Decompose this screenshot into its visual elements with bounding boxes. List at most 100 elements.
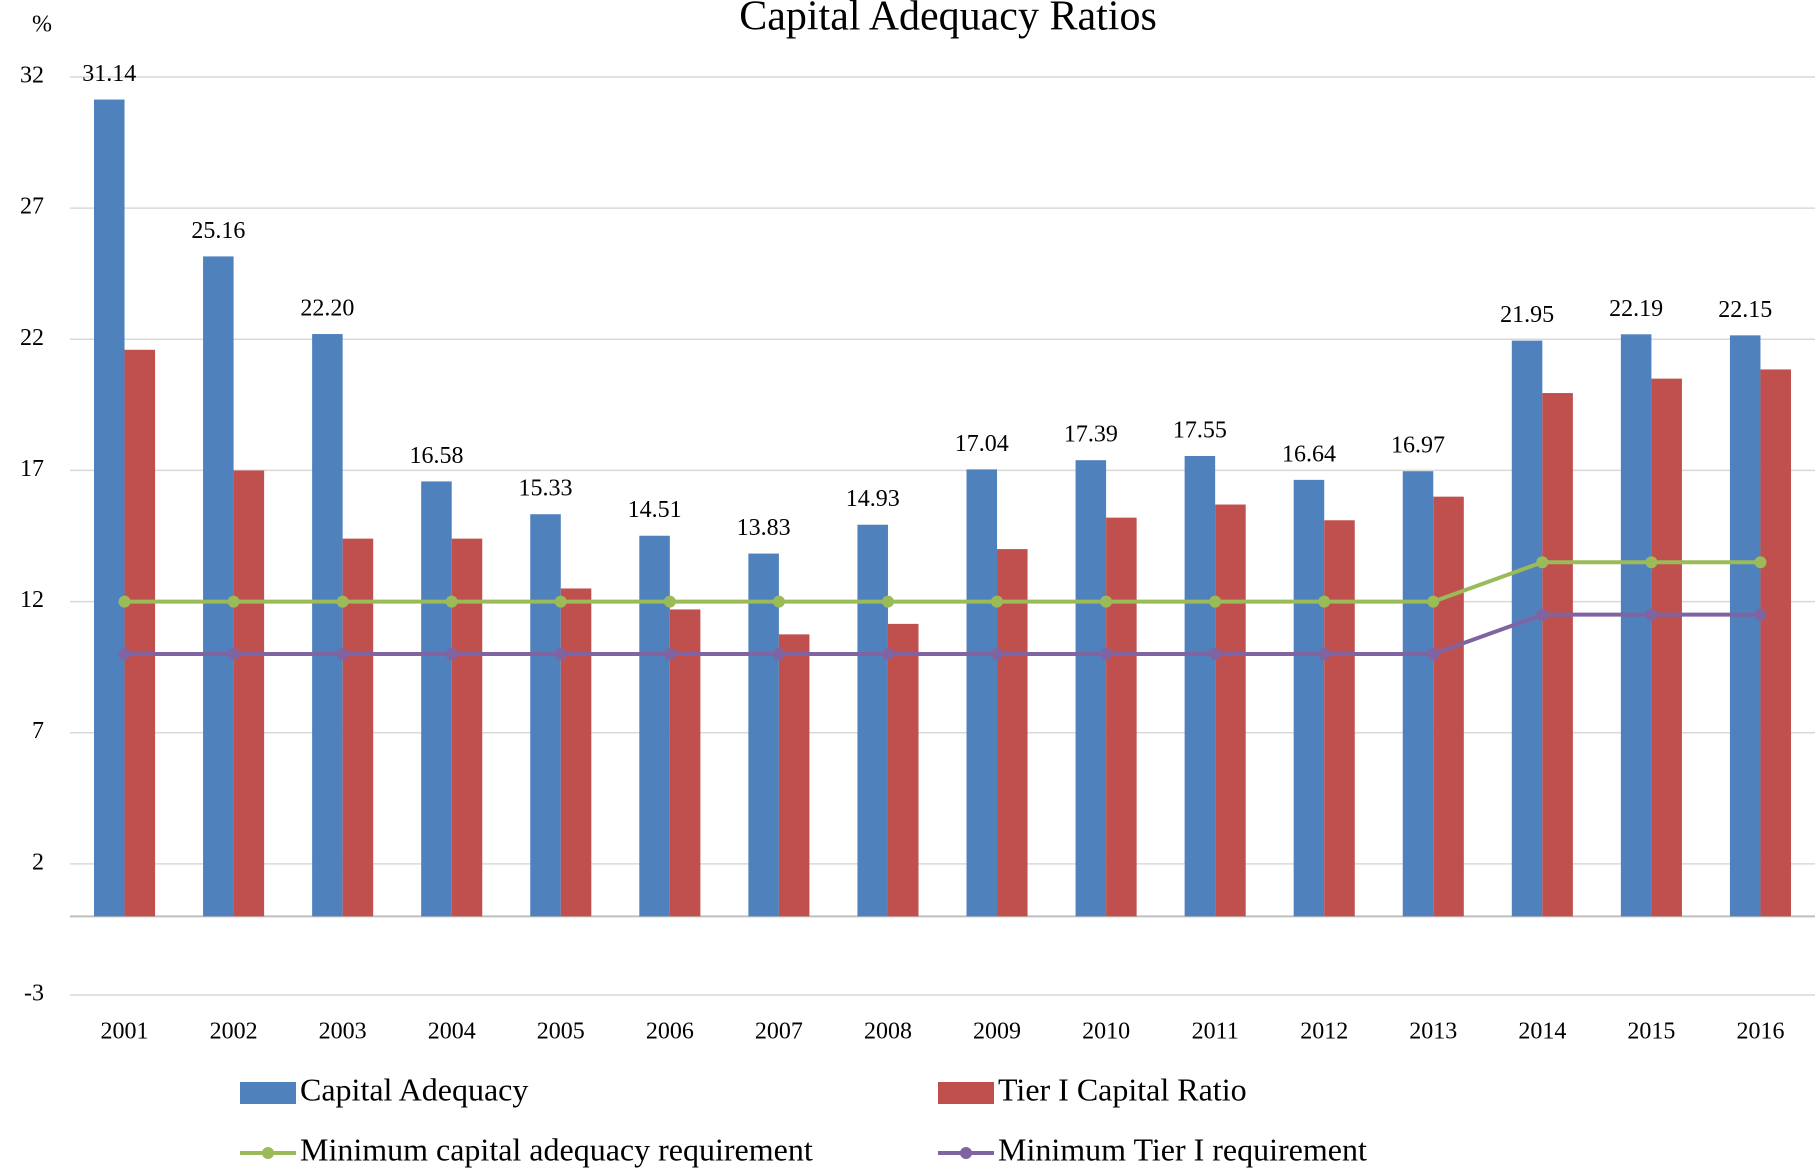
bar [887, 623, 919, 917]
line-marker [1536, 556, 1549, 569]
legend-swatch [240, 1082, 296, 1104]
y-tick-label: 22 [20, 325, 44, 351]
data-label: 13.83 [737, 515, 791, 541]
x-tick-label: 2014 [1518, 1019, 1566, 1045]
bar [560, 588, 592, 917]
bar [1075, 460, 1107, 917]
line [124, 612, 1761, 657]
x-tick-label: 2009 [973, 1019, 1021, 1045]
data-label: 31.14 [82, 61, 136, 87]
data-label: 16.58 [409, 443, 463, 469]
line-marker [1209, 648, 1222, 661]
y-tick-label: 12 [20, 587, 44, 613]
line-marker [1318, 648, 1331, 661]
line-marker [991, 648, 1004, 661]
legend-swatch [262, 1147, 274, 1159]
line-marker [1645, 556, 1658, 569]
x-tick-label: 2015 [1627, 1019, 1675, 1045]
legend-label: Minimum capital adequacy requirement [300, 1131, 813, 1167]
x-tick-label: 2011 [1192, 1019, 1239, 1045]
data-label: 22.15 [1718, 297, 1772, 323]
legend-label: Capital Adequacy [300, 1071, 528, 1107]
bar [1324, 520, 1355, 917]
line-marker [554, 648, 567, 661]
y-tick-label: 32 [20, 63, 44, 89]
x-tick-label: 2003 [319, 1019, 367, 1045]
line-marker [118, 648, 131, 661]
data-label: 17.04 [955, 431, 1009, 457]
line-marker [336, 648, 349, 661]
bar [639, 535, 670, 917]
line-marker [227, 648, 240, 661]
data-label: 17.55 [1173, 418, 1227, 444]
line-marker [663, 648, 676, 661]
bar [451, 538, 483, 917]
x-tick-label: 2008 [864, 1019, 912, 1045]
data-label: 16.97 [1391, 433, 1445, 459]
bar [1651, 378, 1682, 917]
line-marker [227, 595, 240, 608]
legend-label: Minimum Tier I requirement [998, 1131, 1367, 1167]
line-marker [1427, 648, 1440, 661]
bar [997, 549, 1028, 917]
line-marker [1754, 608, 1767, 621]
bar [312, 334, 343, 917]
data-label: 14.93 [846, 486, 900, 512]
data-label: 16.64 [1282, 441, 1336, 467]
bar [421, 481, 452, 917]
x-tick-label: 2001 [101, 1019, 149, 1045]
y-tick-label: 27 [20, 194, 44, 220]
line-marker [1209, 595, 1222, 608]
line-marker [445, 595, 458, 608]
legend-label: Tier I Capital Ratio [998, 1071, 1247, 1107]
bar [1760, 369, 1792, 917]
x-tick-label: 2016 [1736, 1019, 1784, 1045]
y-tick-label: 17 [20, 456, 44, 482]
line-marker [1754, 556, 1767, 569]
line-marker [772, 595, 785, 608]
line-marker [1536, 608, 1549, 621]
line-marker [1427, 595, 1440, 608]
bar [857, 524, 888, 917]
legend-swatch [960, 1147, 972, 1159]
bar [1729, 335, 1761, 917]
bar [1106, 517, 1137, 917]
line [124, 560, 1761, 604]
bar [1293, 479, 1325, 917]
line-marker [1100, 595, 1113, 608]
data-label: 22.20 [300, 296, 354, 322]
line-marker [1645, 608, 1658, 621]
line-marker [445, 648, 458, 661]
bar [203, 256, 234, 917]
x-tick-label: 2006 [646, 1019, 694, 1045]
x-tick-label: 2010 [1082, 1019, 1130, 1045]
legend-swatch [938, 1082, 994, 1104]
data-label: 15.33 [519, 476, 573, 502]
bar [530, 514, 561, 917]
bar [966, 469, 998, 917]
line-marker [336, 595, 349, 608]
line-marker [118, 595, 131, 608]
bar [93, 99, 125, 917]
bar [1542, 393, 1573, 917]
bar [748, 553, 779, 917]
x-tick-label: 2004 [428, 1019, 476, 1045]
line-marker [1100, 648, 1113, 661]
y-tick-label: 7 [32, 718, 44, 744]
line-marker [1318, 595, 1331, 608]
bar [1511, 340, 1543, 917]
data-label: 25.16 [191, 218, 245, 244]
bar [1215, 504, 1246, 917]
line-marker [554, 595, 567, 608]
bar [1433, 496, 1464, 917]
line-marker [881, 648, 894, 661]
bar [778, 634, 810, 917]
bar [1402, 471, 1434, 917]
x-tick-label: 2013 [1409, 1019, 1457, 1045]
bar [233, 470, 265, 917]
x-tick-label: 2012 [1300, 1019, 1348, 1045]
x-tick-label: 2002 [210, 1019, 258, 1045]
x-tick-label: 2005 [537, 1019, 585, 1045]
